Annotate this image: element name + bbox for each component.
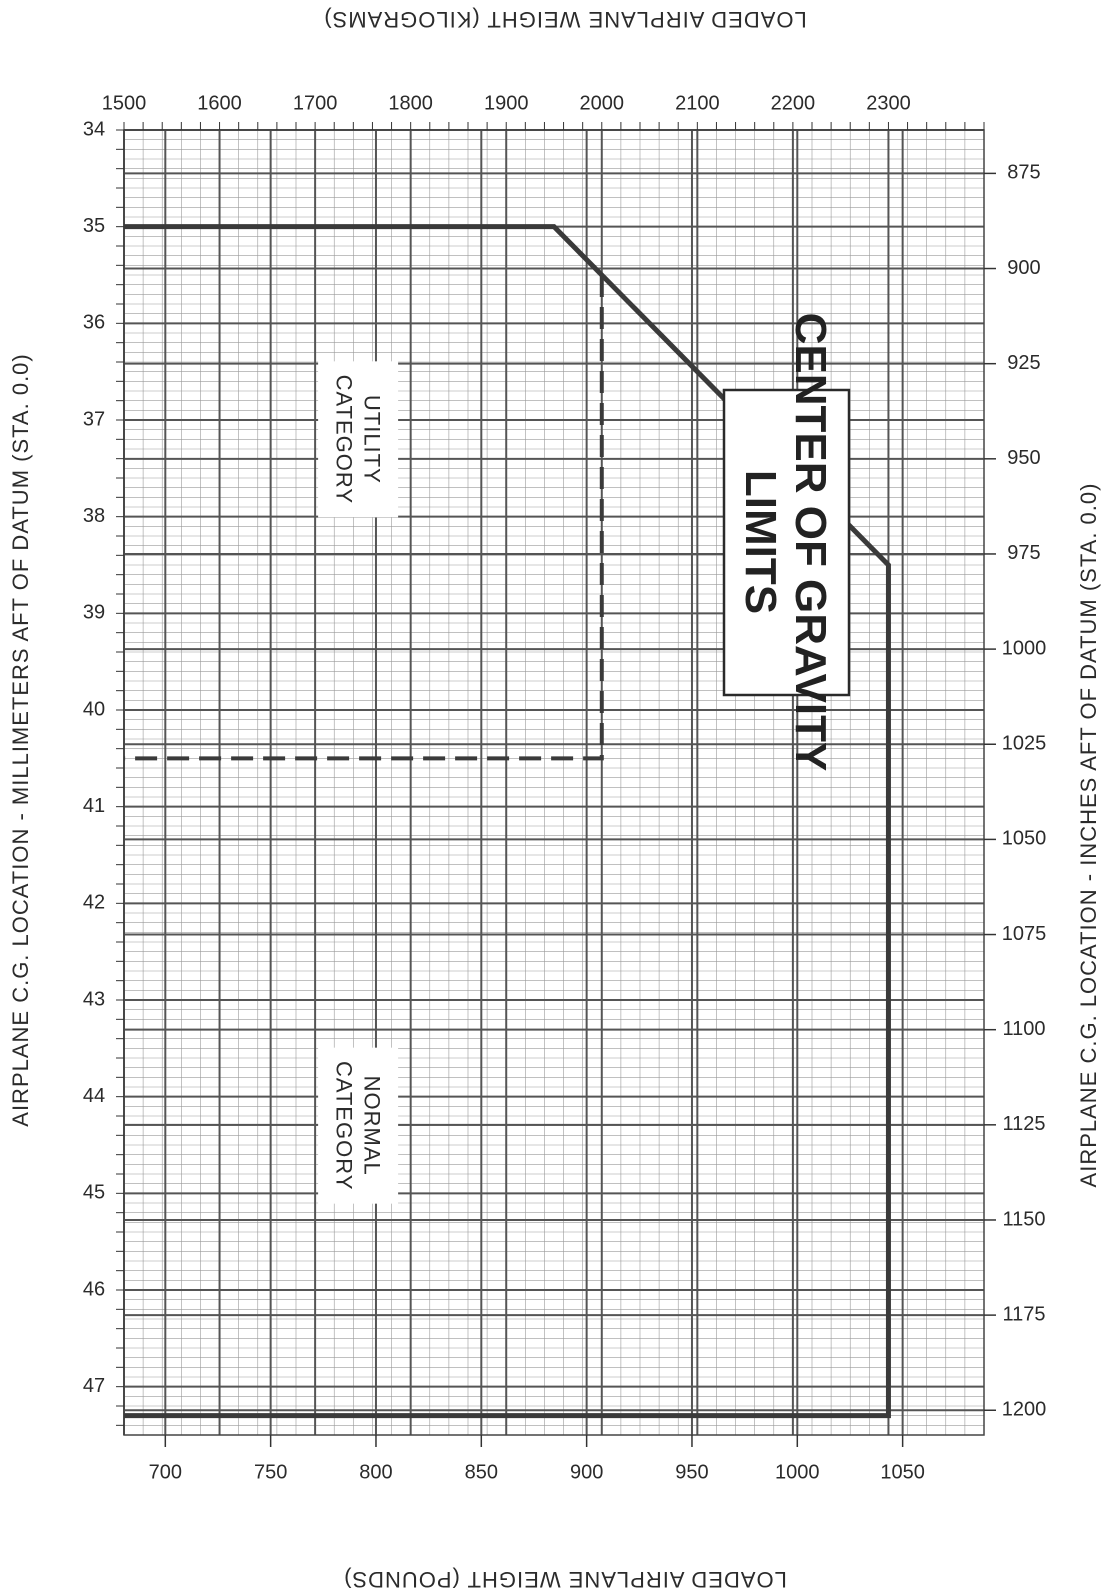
tick-label-inches: 35 [83,215,105,237]
tick-label-mm: 1075 [1002,923,1047,945]
tick-label-mm: 1150 [1002,1208,1045,1230]
tick-label-pounds: 2300 [866,92,911,114]
category-label-line: NORMAL [359,1076,384,1176]
tick-label-mm: 875 [1007,162,1040,184]
plot-frame [123,129,985,1436]
series-line-normal-category [124,224,891,1419]
tick-label-inches: 42 [83,892,105,914]
tick-label-mm: 975 [1007,542,1040,564]
tick-label-mm: 1100 [1002,1018,1045,1040]
tick-label-inches: 37 [83,408,105,430]
axis-title-pounds: LOADED AIRPLANE WEIGHT (POUNDS) [343,1567,787,1592]
tick-label-mm: 925 [1007,352,1040,374]
tick-label-kg: 850 [465,1461,498,1483]
tick-label-inches: 43 [83,988,105,1010]
axis-title-inches: AIRPLANE C.G. LOCATION - INCHES AFT OF D… [1076,483,1101,1188]
tick-label-kg: 1000 [775,1461,820,1483]
tick-label-mm: 1000 [1002,637,1047,659]
tick-label-pounds: 1500 [102,92,147,114]
tick-label-mm: 900 [1007,257,1040,279]
chart-title-line-1: CENTER OF GRAVITY [786,313,835,772]
chart-title-line-2: LIMITS [736,470,785,614]
chart-title-box: CENTER OF GRAVITY LIMITS [722,313,851,772]
tick-label-mm: 1200 [1002,1399,1047,1421]
category-label-line: CATEGORY [331,1061,356,1190]
tick-label-kg: 900 [570,1461,603,1483]
tick-label-mm: 1025 [1002,733,1047,755]
tick-label-inches: 46 [83,1278,105,1300]
axis-title-millimeters: AIRPLANE C.G. LOCATION - MILLIMETERS AFT… [8,353,33,1126]
tick-label-mm: 1125 [1002,1113,1045,1135]
major-grid [123,129,985,1436]
tick-label-kg: 950 [675,1461,708,1483]
tick-label-inches: 39 [83,602,105,624]
tick-label-inches: 47 [83,1375,105,1397]
category-label-line: UTILITY [359,395,384,484]
series-line-utility-category [124,275,604,761]
tick-label-inches: 38 [83,505,105,527]
tick-label-pounds: 2000 [580,92,625,114]
axis-titles: AIRPLANE C.G. LOCATION - MILLIMETERS AFT… [8,7,1101,1592]
tick-label-inches: 41 [83,795,105,817]
axis-title-kilograms: LOADED AIRPLANE WEIGHT (KILOGRAMS) [323,7,806,32]
plot-background [0,130,984,990]
tick-label-kg: 750 [254,1461,287,1483]
category-label-background [318,361,399,518]
tick-label-inches: 40 [83,698,105,720]
tick-label-pounds: 2100 [675,92,720,114]
tick-label-inches: 45 [83,1182,105,1204]
tick-label-inches: 36 [83,312,105,334]
tick-label-pounds: 1900 [484,92,529,114]
tick-layer [116,122,996,1447]
tick-label-pounds: 1800 [388,92,433,114]
tick-label-kg: 800 [359,1461,392,1483]
tick-label-pounds: 1700 [293,92,338,114]
tick-label-mm: 1175 [1002,1303,1045,1325]
chart-title-frame [722,388,851,697]
tick-label-pounds: 1600 [197,92,242,114]
tick-label-mm: 950 [1007,447,1040,469]
category-label-line: CATEGORY [331,375,356,504]
tick-label-kg: 1050 [880,1461,925,1483]
tick-label-kg: 700 [149,1461,182,1483]
tick-label-mm: 1050 [1002,828,1047,850]
tick-label-layer: 34 35 36 37 38 39 40 41 42 43 44 45 46 47 875 900 925 950… [83,92,1046,1483]
tick-label-inches: 44 [83,1085,105,1107]
series-layer [124,224,891,1419]
tick-label-inches: 34 [83,118,105,140]
category-label-background [318,1047,399,1204]
tick-label-pounds: 2200 [771,92,816,114]
